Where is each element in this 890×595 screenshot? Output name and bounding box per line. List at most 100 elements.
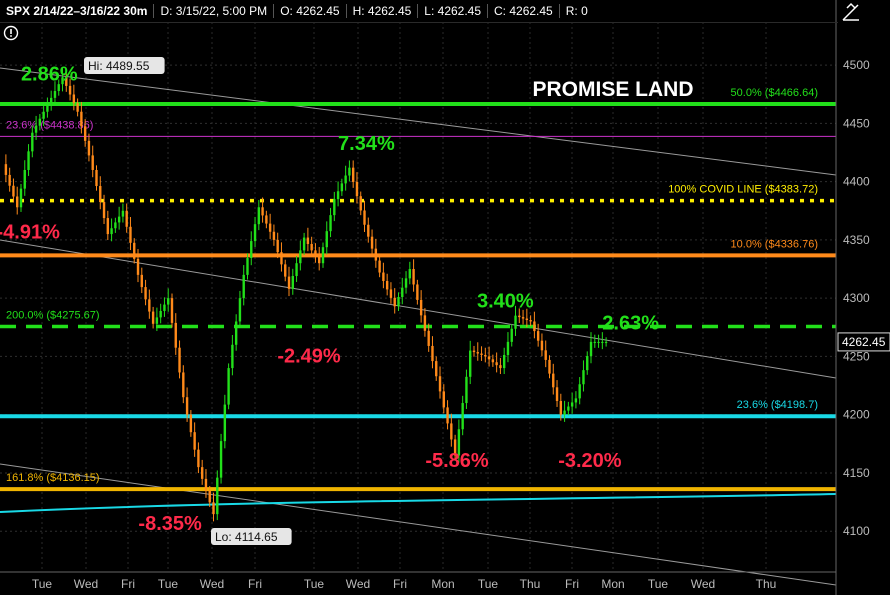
candle-body xyxy=(567,406,570,411)
candle-body xyxy=(333,199,336,216)
candle-body xyxy=(16,196,19,208)
candle-body xyxy=(23,169,26,189)
candle-body xyxy=(42,111,45,119)
candle-body xyxy=(136,258,140,275)
candle-body xyxy=(574,398,578,403)
pct-annotation: -2.49% xyxy=(277,345,341,367)
candle-body xyxy=(412,269,415,285)
candle-body xyxy=(117,216,121,223)
candle-body xyxy=(321,247,325,264)
pct-annotation: -4.91% xyxy=(0,222,60,244)
x-tick-label: Tue xyxy=(648,577,669,591)
y-tick-label: 4400 xyxy=(843,175,870,189)
candle-body xyxy=(170,298,174,323)
hi-badge: Hi: 4489.55 xyxy=(84,57,165,74)
candle-body xyxy=(129,226,132,243)
x-tick-label: Tue xyxy=(32,577,53,591)
x-tick-label: Wed xyxy=(200,577,224,591)
bar-range: R: 0 xyxy=(565,4,588,18)
candle-body xyxy=(506,341,510,355)
candle-body xyxy=(393,297,396,307)
candle-body xyxy=(423,315,427,331)
y-tick-label: 4150 xyxy=(843,466,870,480)
last-price-text: 4262.45 xyxy=(842,335,886,349)
pct-annotation: 3.40% xyxy=(477,290,534,312)
trendline-upper xyxy=(0,67,837,176)
bar-open: O: 4262.45 xyxy=(274,4,347,18)
x-tick-label: Fri xyxy=(121,577,135,591)
candle-body xyxy=(355,181,359,197)
trendline-middle xyxy=(0,239,837,379)
level-label: 100% COVID LINE ($4383.72) xyxy=(668,184,818,196)
candle-body xyxy=(336,191,340,200)
bar-close: C: 4262.45 xyxy=(488,4,560,18)
bar-high: H: 4262.45 xyxy=(347,4,419,18)
candle-body xyxy=(155,317,159,324)
candle-body xyxy=(536,331,540,341)
x-tick-label: Tue xyxy=(478,577,499,591)
candle-body xyxy=(442,391,445,408)
candle-body xyxy=(476,352,479,354)
candle-body xyxy=(174,322,177,348)
candle-body xyxy=(197,449,200,468)
candle-body xyxy=(125,210,128,227)
candle-body xyxy=(114,222,117,229)
pct-annotation: 2.86% xyxy=(21,63,78,85)
candle-body xyxy=(216,477,219,515)
last-price-tag xyxy=(837,332,890,352)
trendline-lower xyxy=(0,463,837,586)
candle-body xyxy=(359,196,362,211)
candle-body xyxy=(367,224,370,237)
candle-body xyxy=(193,432,196,450)
y-tick-label: 4450 xyxy=(843,116,870,130)
candle-body xyxy=(472,350,476,353)
candle-body xyxy=(325,231,328,248)
price-levels: 50.0% ($4466.64) 23.6% ($4438.86) 100% COV… xyxy=(0,87,836,492)
trendlines xyxy=(0,67,837,586)
candle-body xyxy=(76,103,79,112)
candle-body xyxy=(144,287,147,300)
candle-body xyxy=(80,111,83,127)
candle-body xyxy=(178,347,181,373)
x-tick-label: Wed xyxy=(691,577,715,591)
symbol-title[interactable]: SPX 2/14/22–3/16/22 30m xyxy=(0,4,155,18)
candle-body xyxy=(544,350,547,360)
candle-body xyxy=(185,397,189,415)
x-tick-label: Tue xyxy=(158,577,179,591)
candle-body xyxy=(491,359,495,363)
candle-body xyxy=(121,210,125,217)
candle-body xyxy=(8,174,11,186)
level-label: 161.8% ($4136.15) xyxy=(6,472,100,484)
candle-body xyxy=(453,439,457,456)
x-tick-label: Fri xyxy=(248,577,262,591)
candle-body xyxy=(495,362,498,366)
x-tick-label: Mon xyxy=(431,577,454,591)
candle-body xyxy=(480,353,483,355)
bar-low: L: 4262.45 xyxy=(418,4,489,18)
candle-body xyxy=(19,188,23,208)
alert-icon[interactable] xyxy=(3,25,19,41)
candle-body xyxy=(469,350,472,377)
candle-body xyxy=(68,85,72,95)
y-tick-label: 4300 xyxy=(843,291,870,305)
candle-body xyxy=(99,186,102,203)
draw-tool-icon[interactable] xyxy=(841,2,861,22)
x-tick-label: Fri xyxy=(565,577,579,591)
candle-body xyxy=(389,289,393,298)
x-tick-label: Wed xyxy=(346,577,370,591)
candle-body xyxy=(87,140,91,156)
annotations: 2.86% -4.91% 7.34% -2.49% 3.40% 2.63% -5.86% -3… xyxy=(0,57,694,545)
candle-body xyxy=(261,207,264,216)
candle-body xyxy=(159,310,162,318)
candle-body xyxy=(344,175,347,184)
candle-body xyxy=(404,278,408,288)
candle-body xyxy=(257,207,261,225)
x-tick-label: Tue xyxy=(304,577,325,591)
candle-body xyxy=(484,354,487,357)
candle-body xyxy=(219,441,223,478)
candle-body xyxy=(163,304,166,311)
candle-body xyxy=(499,365,502,369)
candle-body xyxy=(310,243,313,251)
candle-body xyxy=(133,242,136,259)
